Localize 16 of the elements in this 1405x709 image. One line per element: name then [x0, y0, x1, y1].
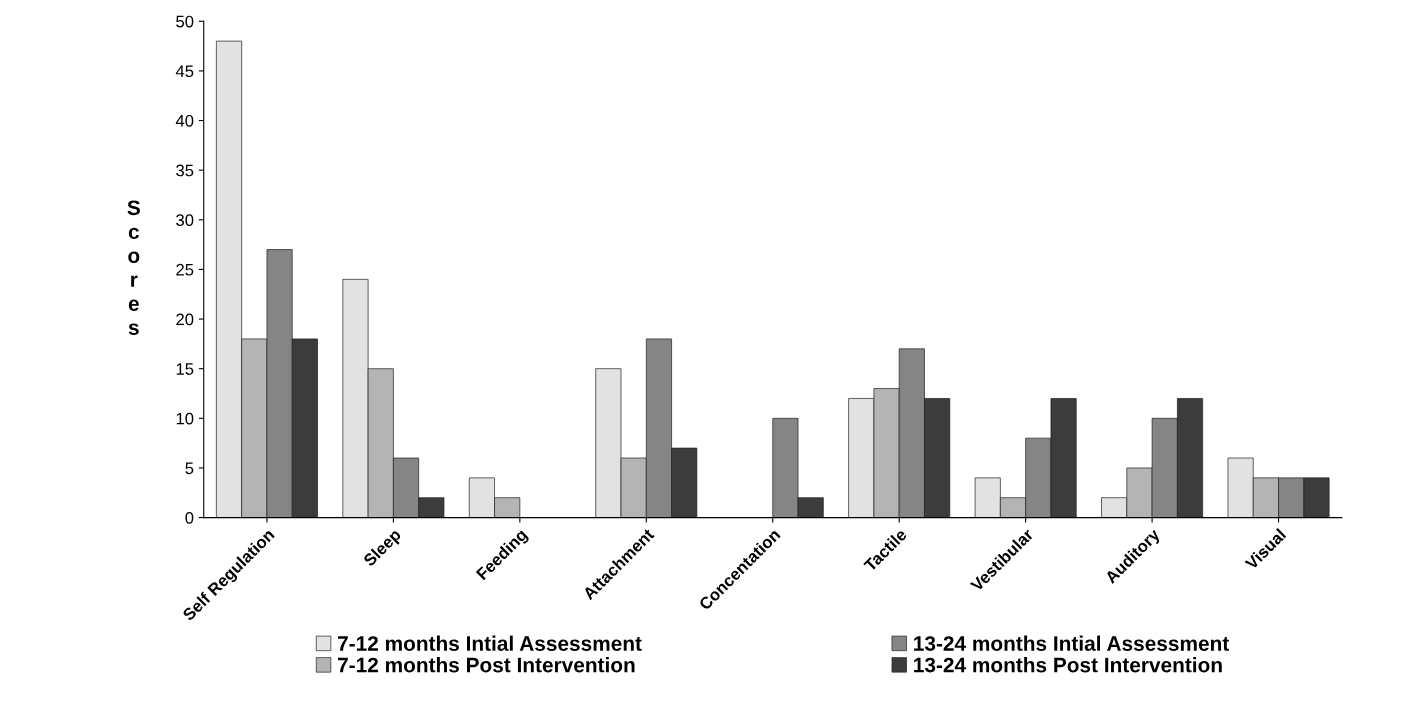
y-tick-label: 0 — [185, 511, 194, 524]
y-tick-label: 5 — [185, 462, 194, 475]
y-tick-label: 45 — [175, 65, 194, 78]
legend-label: 13-24 months Intial Assessment — [914, 635, 1229, 651]
y-tick-label: 25 — [176, 263, 194, 276]
y-tick-label: 50 — [176, 15, 194, 28]
legend-label: 7-12 months Post Intervention — [338, 657, 635, 673]
legend-label: 13-24 months Post Intervention — [914, 657, 1222, 673]
legend-label: 7-12 months Intial Assessment — [338, 635, 642, 651]
y-tick-label: 40 — [175, 114, 194, 127]
y-tick-label: 10 — [176, 412, 194, 425]
y-axis-title: Scores — [127, 200, 140, 335]
y-tick-label: 30 — [176, 214, 194, 226]
y-tick-label: 20 — [176, 313, 194, 326]
y-tick-label: 15 — [176, 363, 194, 375]
y-tick-label: 35 — [176, 164, 194, 177]
